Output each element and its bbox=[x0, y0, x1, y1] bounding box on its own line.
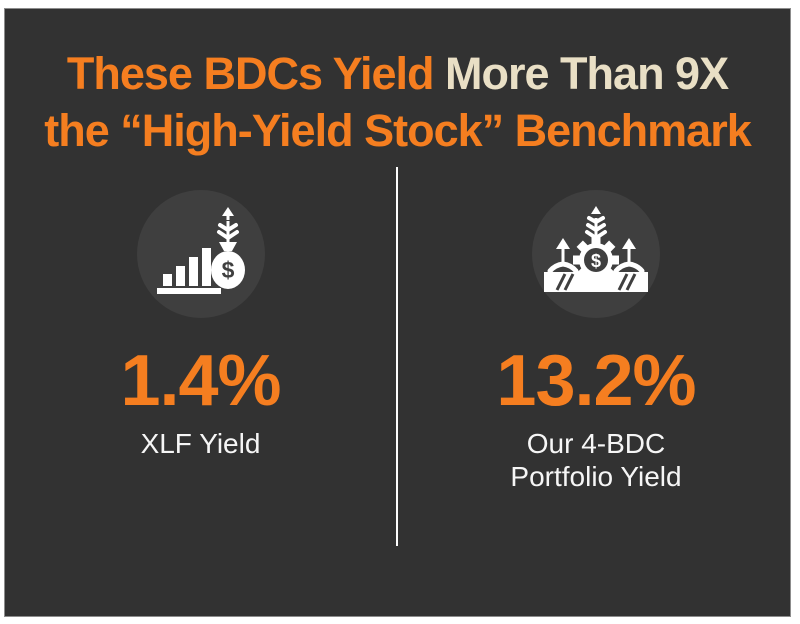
right-stat-value: 13.2% bbox=[496, 341, 696, 421]
title-line-2: the “High-Yield Stock” Benchmark bbox=[44, 105, 751, 156]
gear-dollar-harvest-growth-icon: $ bbox=[544, 206, 648, 292]
right-icon-circle: $ bbox=[532, 190, 660, 318]
vertical-divider bbox=[396, 167, 398, 546]
right-stat-label-line1: Our 4-BDC bbox=[526, 428, 666, 459]
right-stat-label-line2: Portfolio Yield bbox=[510, 461, 682, 492]
title-line1-cream-text: More Than 9X bbox=[445, 48, 729, 99]
dollar-sign-glyph: $ bbox=[221, 257, 234, 283]
right-stat-label: Our 4-BDC Portfolio Yield bbox=[402, 427, 790, 493]
title-line-1: These BDCs Yield More Than 9X bbox=[5, 45, 790, 102]
left-stat-column: $ 1.4% XLF Yield bbox=[5, 190, 396, 460]
infographic-panel: These BDCs Yield More Than 9X the “High-… bbox=[4, 8, 791, 617]
left-stat-value: 1.4% bbox=[120, 341, 281, 421]
left-up-arrow bbox=[547, 238, 579, 274]
money-bag-bar-chart-growth-icon: $ bbox=[156, 207, 245, 294]
right-stat-column: $ bbox=[402, 190, 790, 493]
left-stat-label: XLF Yield bbox=[140, 428, 261, 459]
right-up-arrow bbox=[613, 238, 645, 274]
dollar-sign-glyph: $ bbox=[591, 251, 601, 271]
page-title: These BDCs Yield More Than 9X the “High-… bbox=[5, 45, 790, 159]
title-line1-orange-text: These BDCs Yield bbox=[66, 48, 435, 99]
left-icon-circle: $ bbox=[136, 190, 265, 318]
